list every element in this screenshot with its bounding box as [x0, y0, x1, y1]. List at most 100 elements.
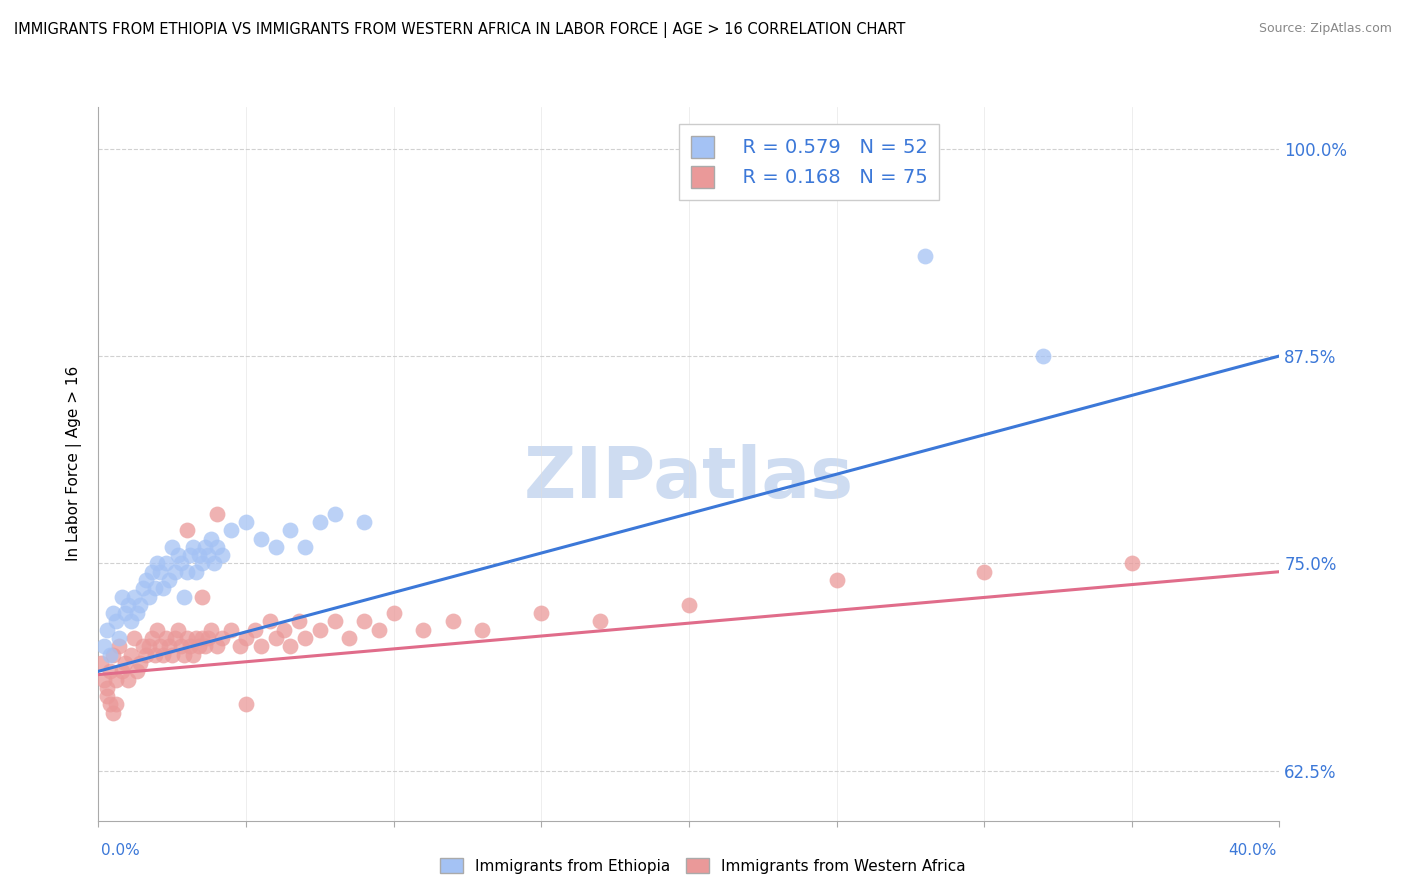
Point [264, 631, 287, 645]
Point [323, 615, 346, 629]
Point [243, 623, 266, 637]
Point [219, 523, 242, 537]
Point [278, 640, 302, 654]
Point [176, 631, 198, 645]
Text: Source: ZipAtlas.com: Source: ZipAtlas.com [1258, 22, 1392, 36]
Point [194, 640, 217, 654]
Point [382, 606, 405, 620]
Point [120, 615, 142, 629]
Point [141, 631, 163, 645]
Point [114, 606, 136, 620]
Point [229, 640, 252, 654]
Point [197, 631, 219, 645]
Point [96, 623, 118, 637]
Point [179, 548, 201, 562]
Point [146, 623, 169, 637]
Point [146, 557, 169, 571]
Point [162, 648, 183, 662]
Point [191, 590, 214, 604]
Point [259, 615, 281, 629]
Point [152, 648, 174, 662]
Point [117, 598, 139, 612]
Point [235, 698, 257, 712]
Point [176, 523, 198, 537]
Point [103, 606, 125, 620]
Point [205, 540, 228, 554]
Text: IMMIGRANTS FROM ETHIOPIA VS IMMIGRANTS FROM WESTERN AFRICA IN LABOR FORCE | AGE : IMMIGRANTS FROM ETHIOPIA VS IMMIGRANTS F… [14, 22, 905, 38]
Point [173, 590, 195, 604]
Point [149, 565, 172, 579]
Point [170, 640, 193, 654]
Point [288, 615, 311, 629]
Point [250, 871, 273, 886]
Point [211, 548, 233, 562]
Point [93, 640, 115, 654]
Legend:   R = 0.579   N = 52,   R = 0.168   N = 75: R = 0.579 N = 52, R = 0.168 N = 75 [679, 124, 939, 200]
Point [132, 640, 155, 654]
Point [205, 507, 228, 521]
Point [914, 249, 936, 263]
Text: ZIPatlas: ZIPatlas [524, 443, 853, 513]
Point [309, 623, 332, 637]
Point [273, 623, 295, 637]
Y-axis label: In Labor Force | Age > 16: In Labor Force | Age > 16 [66, 367, 83, 561]
Point [294, 631, 316, 645]
Point [111, 590, 134, 604]
Point [167, 548, 190, 562]
Point [187, 548, 209, 562]
Point [179, 640, 201, 654]
Point [132, 582, 155, 596]
Point [141, 565, 163, 579]
Point [122, 631, 145, 645]
Point [250, 640, 273, 654]
Point [309, 515, 332, 529]
Point [108, 631, 131, 645]
Point [165, 565, 187, 579]
Point [117, 673, 139, 687]
Point [678, 598, 700, 612]
Point [125, 665, 148, 679]
Point [103, 648, 125, 662]
Point [96, 689, 118, 703]
Point [264, 540, 287, 554]
Point [120, 648, 142, 662]
Point [114, 656, 136, 670]
Point [105, 673, 128, 687]
Point [93, 673, 115, 687]
Point [125, 606, 148, 620]
Point [96, 681, 118, 695]
Point [353, 515, 375, 529]
Point [176, 565, 198, 579]
Point [108, 640, 131, 654]
Legend: Immigrants from Ethiopia, Immigrants from Western Africa: Immigrants from Ethiopia, Immigrants fro… [434, 852, 972, 880]
Point [219, 623, 242, 637]
Point [98, 698, 121, 712]
Point [191, 631, 214, 645]
Point [157, 640, 180, 654]
Point [202, 557, 225, 571]
Point [173, 648, 195, 662]
Point [235, 631, 257, 645]
Point [152, 582, 174, 596]
Point [250, 532, 273, 546]
Point [589, 615, 612, 629]
Point [825, 573, 848, 587]
Point [184, 565, 207, 579]
Point [135, 648, 157, 662]
Point [105, 615, 128, 629]
Point [412, 623, 434, 637]
Point [128, 598, 150, 612]
Point [200, 623, 222, 637]
Point [368, 623, 391, 637]
Point [191, 557, 214, 571]
Point [155, 557, 177, 571]
Point [973, 565, 995, 579]
Point [103, 706, 125, 720]
Point [278, 523, 302, 537]
Point [184, 631, 207, 645]
Point [181, 540, 204, 554]
Point [530, 606, 553, 620]
Point [181, 648, 204, 662]
Point [105, 698, 128, 712]
Point [128, 656, 150, 670]
